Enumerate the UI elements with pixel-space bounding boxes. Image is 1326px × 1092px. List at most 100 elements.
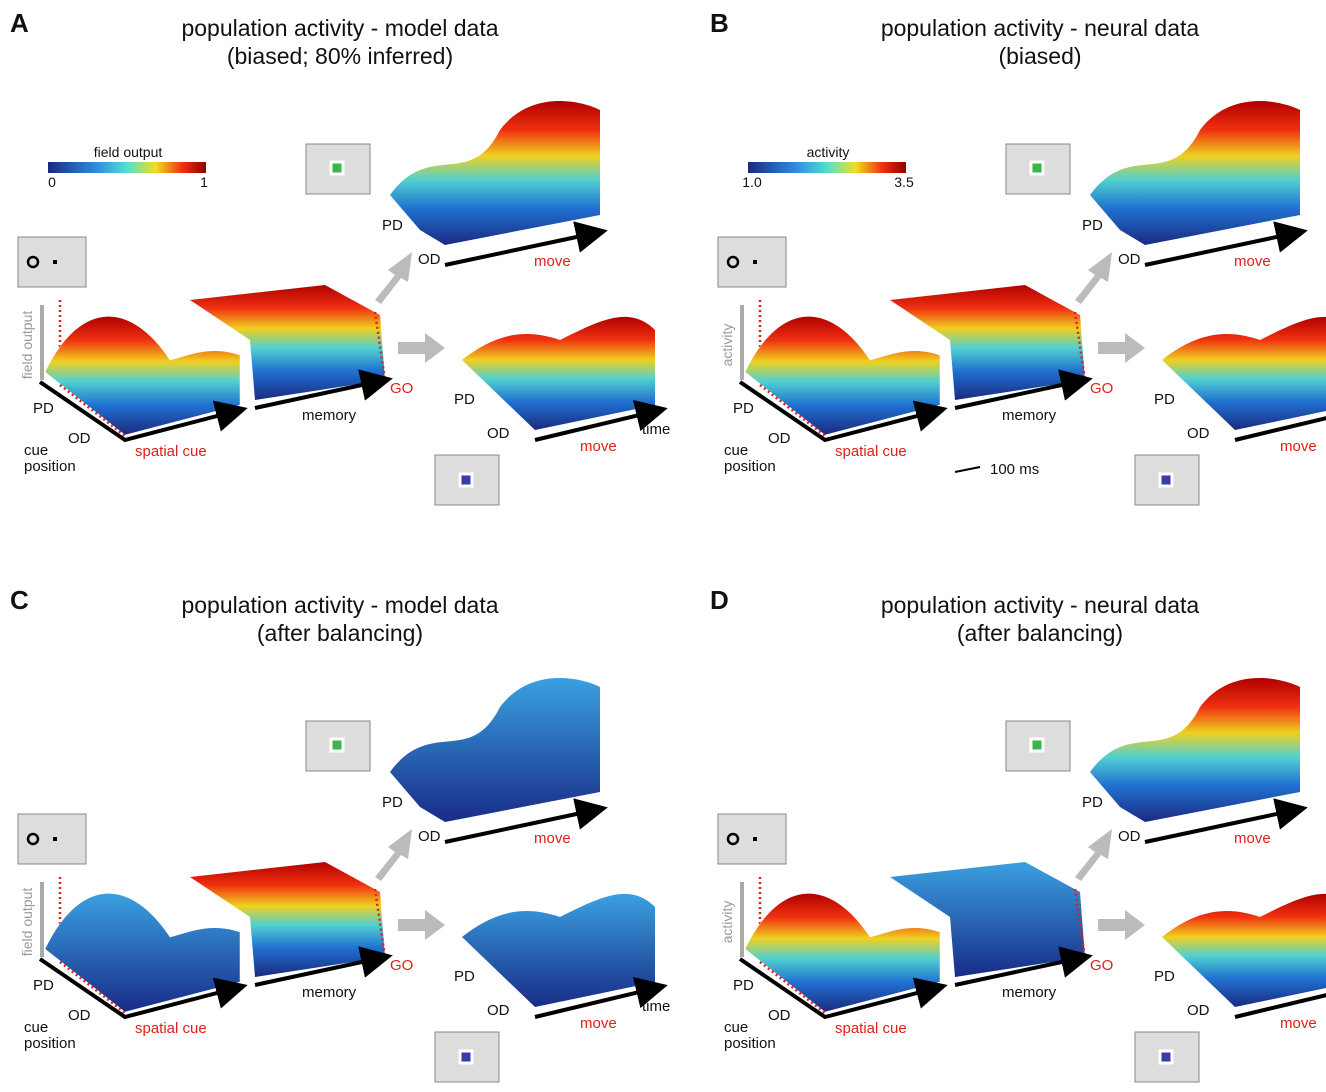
cue-dot: [53, 260, 57, 264]
target-blue: [1158, 472, 1174, 488]
colorbar-min: 0: [48, 174, 56, 190]
arrow: [1098, 333, 1145, 363]
cue-position-label: cue: [24, 1019, 48, 1036]
target-blue: [458, 1049, 474, 1065]
floor-axes: [954, 946, 1093, 987]
spatial-cue-label: spatial cue: [835, 1020, 907, 1037]
pd-label: PD: [1082, 794, 1103, 811]
panel-letter: A: [10, 8, 29, 38]
cue-box: [717, 813, 787, 865]
title: (after balancing): [957, 620, 1123, 646]
go-line: [1073, 888, 1087, 958]
memory-label: memory: [1002, 407, 1057, 424]
title: population activity - model data: [181, 592, 498, 618]
panel-letter: D: [710, 585, 729, 615]
fixation-ring: [726, 255, 740, 269]
title: population activity - neural data: [881, 592, 1200, 618]
floor-axes: [1234, 993, 1326, 1019]
spatial-cue-label: spatial cue: [135, 443, 207, 460]
target-blue: [1158, 1049, 1174, 1065]
spatial-cue-line: [59, 384, 126, 437]
arrow: [375, 252, 412, 304]
cue-dot: [753, 837, 757, 841]
od-label: OD: [768, 430, 791, 447]
cue-box: [17, 236, 87, 288]
surface: [890, 285, 1085, 400]
od-label: OD: [1187, 1002, 1210, 1019]
od-label: OD: [487, 1002, 510, 1019]
move-label: move: [1234, 253, 1271, 270]
colorbar: [748, 162, 906, 173]
arrow: [1075, 829, 1112, 881]
cue-position-label: position: [724, 458, 776, 475]
spatial-cue-label: spatial cue: [835, 443, 907, 460]
move-label: move: [1280, 1015, 1317, 1032]
spatial-cue-label: spatial cue: [135, 1020, 207, 1037]
go-line: [373, 888, 387, 958]
fixation-ring: [26, 255, 40, 269]
floor-axes: [1234, 416, 1326, 442]
surface: [190, 285, 385, 400]
pd-label: PD: [1082, 217, 1103, 234]
pd-label: PD: [382, 217, 403, 234]
surface: [890, 862, 1085, 977]
target-blue: [458, 472, 474, 488]
pd-label: PD: [1154, 391, 1175, 408]
floor-axes: [738, 380, 948, 443]
memory-label: memory: [302, 407, 357, 424]
floor-axes: [38, 380, 248, 443]
colorbar-label: field output: [94, 144, 163, 160]
surface: [44, 316, 241, 436]
spatial-cue-line: [759, 961, 826, 1014]
spatial-cue-line: [59, 961, 126, 1014]
cue-position-label: cue: [24, 442, 48, 459]
title: population activity - model data: [181, 15, 498, 41]
cue-position-label: position: [24, 1035, 76, 1052]
floor-axes: [1144, 221, 1308, 267]
od-label: OD: [418, 251, 441, 268]
floor-axes: [254, 369, 393, 410]
cue-dot: [53, 837, 57, 841]
surface: [44, 893, 241, 1013]
title: population activity - neural data: [881, 15, 1200, 41]
arrow: [1075, 252, 1112, 304]
surface: [744, 893, 941, 1013]
pd-label: PD: [33, 400, 54, 417]
y-axis-label: activity: [719, 901, 735, 944]
move-label: move: [1280, 438, 1317, 455]
title: (biased; 80% inferred): [227, 43, 453, 69]
y-axis-label: activity: [719, 324, 735, 367]
surface: [1090, 678, 1300, 822]
title: (biased): [998, 43, 1081, 69]
pd-label: PD: [454, 968, 475, 985]
cue-position-label: cue: [724, 442, 748, 459]
panel-letter: B: [710, 8, 729, 38]
move-label: move: [534, 830, 571, 847]
floor-axes: [738, 957, 948, 1020]
arrow: [398, 333, 445, 363]
pd-label: PD: [1154, 968, 1175, 985]
scale-label: 100 ms: [990, 461, 1039, 478]
floor-axes: [954, 369, 1093, 410]
surface: [1162, 893, 1326, 1007]
surface: [1090, 101, 1300, 245]
colorbar-max: 3.5: [894, 174, 914, 190]
cue-position-label: position: [24, 458, 76, 475]
od-label: OD: [1187, 425, 1210, 442]
floor-axes: [38, 957, 248, 1020]
go-label: GO: [390, 380, 413, 397]
scale-bar: [954, 466, 981, 473]
move-label: move: [580, 1015, 617, 1032]
od-label: OD: [1118, 828, 1141, 845]
surface: [390, 678, 600, 822]
target-green: [1029, 160, 1045, 176]
cue-dot: [753, 260, 757, 264]
memory-label: memory: [1002, 984, 1057, 1001]
cue-box: [717, 236, 787, 288]
arrow: [1098, 910, 1145, 940]
cue-box: [17, 813, 87, 865]
cue-position-label: position: [724, 1035, 776, 1052]
time-label: time: [642, 998, 670, 1015]
floor-axes: [534, 400, 668, 442]
